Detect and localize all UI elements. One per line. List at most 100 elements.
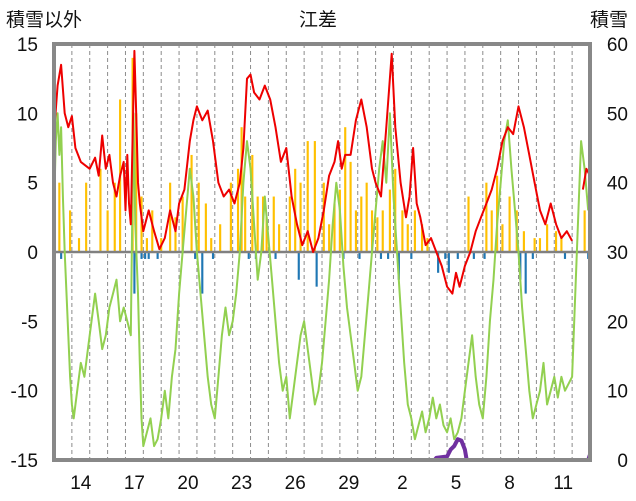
blue-bar xyxy=(410,252,413,259)
blue-bar xyxy=(140,252,143,259)
x-tick-label: 29 xyxy=(338,473,359,494)
orange-bar xyxy=(313,141,316,252)
orange-bar xyxy=(85,182,88,252)
orange-bar xyxy=(485,182,488,252)
orange-bar xyxy=(401,210,404,252)
orange-bar xyxy=(106,210,109,252)
x-tick-label: 23 xyxy=(231,473,252,494)
blue-bar xyxy=(315,252,318,287)
left-y-tick-label: 5 xyxy=(27,174,38,195)
orange-bar xyxy=(190,154,193,252)
right-axis-label: 積雪 xyxy=(590,9,628,31)
orange-bar xyxy=(244,196,247,252)
red-series-line xyxy=(53,49,573,295)
orange-bar xyxy=(328,224,331,252)
blue-bar xyxy=(156,252,159,259)
orange-bar xyxy=(546,224,549,252)
blue-bar xyxy=(133,252,136,294)
chart-title: 江差 xyxy=(299,9,337,31)
blue-bar xyxy=(531,252,534,259)
x-tick-label: 17 xyxy=(124,473,145,494)
orange-bar xyxy=(360,196,363,252)
orange-bar xyxy=(426,238,429,252)
blue-bar xyxy=(247,252,250,259)
blue-bar xyxy=(524,252,527,294)
orange-bar xyxy=(219,224,222,252)
right-y-tick-label: 10 xyxy=(607,382,628,403)
left-y-tick-label: 0 xyxy=(27,243,38,264)
orange-bar xyxy=(508,196,511,252)
blue-bar xyxy=(387,252,390,259)
blue-bar xyxy=(456,252,459,259)
x-tick-label: 5 xyxy=(451,473,462,494)
orange-bar xyxy=(490,210,493,252)
orange-bar xyxy=(376,217,379,252)
orange-bar xyxy=(306,141,309,252)
orange-bar xyxy=(210,238,213,252)
blue-bar xyxy=(379,252,383,259)
orange-bar xyxy=(420,224,424,252)
x-tick-label: 8 xyxy=(504,473,515,494)
x-tick-label: 20 xyxy=(177,473,198,494)
x-tick-label: 26 xyxy=(285,473,306,494)
orange-bar xyxy=(77,238,81,252)
green-series-line xyxy=(53,112,590,448)
blue-bar xyxy=(211,252,215,259)
orange-bar xyxy=(370,210,374,252)
orange-bar xyxy=(354,210,358,252)
orange-bar xyxy=(501,224,504,252)
orange-bar xyxy=(256,196,259,252)
orange-bar xyxy=(204,203,207,252)
orange-bar xyxy=(388,189,391,252)
left-y-tick-label: -5 xyxy=(21,312,38,333)
right-y-tick-label: 60 xyxy=(607,35,628,56)
orange-bar xyxy=(99,168,102,252)
orange-bar xyxy=(288,196,291,252)
orange-bar xyxy=(522,231,525,252)
left-y-tick-label: 15 xyxy=(17,35,38,56)
right-y-ticks: 60 50 40 30 20 10 0 xyxy=(607,35,628,472)
orange-bar xyxy=(299,182,302,252)
orange-bar xyxy=(467,196,470,252)
orange-bar xyxy=(349,161,352,252)
orange-bar xyxy=(365,182,368,252)
orange-bar xyxy=(406,224,409,252)
orange-bar xyxy=(554,231,558,252)
orange-bar xyxy=(272,196,275,252)
left-y-ticks: 15 10 5 0 -5 -10 -15 xyxy=(11,35,38,472)
orange-bar xyxy=(344,127,347,252)
orange-bar xyxy=(174,217,177,252)
blue-bar xyxy=(60,252,63,259)
orange-bar xyxy=(145,238,148,252)
orange-bar xyxy=(381,210,384,252)
blue-bar xyxy=(483,252,486,259)
orange-bar xyxy=(197,182,200,252)
blue-bar xyxy=(147,252,150,259)
orange-bar xyxy=(538,238,542,252)
left-y-tick-label: -15 xyxy=(11,451,38,472)
x-tick-label: 14 xyxy=(70,473,92,494)
orange-bar xyxy=(229,182,232,252)
left-y-tick-label: -10 xyxy=(11,382,38,403)
left-axis-label: 積雪以外 xyxy=(6,9,82,31)
left-y-tick-label: 10 xyxy=(17,104,38,125)
orange-bar xyxy=(278,224,281,252)
blue-bar xyxy=(472,252,475,259)
right-y-tick-label: 30 xyxy=(607,243,628,264)
blue-bar xyxy=(194,252,197,259)
right-y-tick-label: 0 xyxy=(617,451,628,472)
orange-bar xyxy=(113,182,116,252)
right-y-tick-label: 20 xyxy=(607,312,628,333)
blue-bar xyxy=(201,252,204,294)
right-y-tick-label: 40 xyxy=(607,174,628,195)
orange-bar xyxy=(333,203,336,252)
blue-bar xyxy=(447,252,450,273)
orange-bar xyxy=(413,210,416,252)
blue-bar xyxy=(144,252,147,259)
orange-bar xyxy=(151,210,154,252)
blue-bar xyxy=(437,252,440,273)
orange-bar xyxy=(181,196,184,252)
blue-bar xyxy=(297,252,300,280)
orange-bar xyxy=(58,182,61,252)
